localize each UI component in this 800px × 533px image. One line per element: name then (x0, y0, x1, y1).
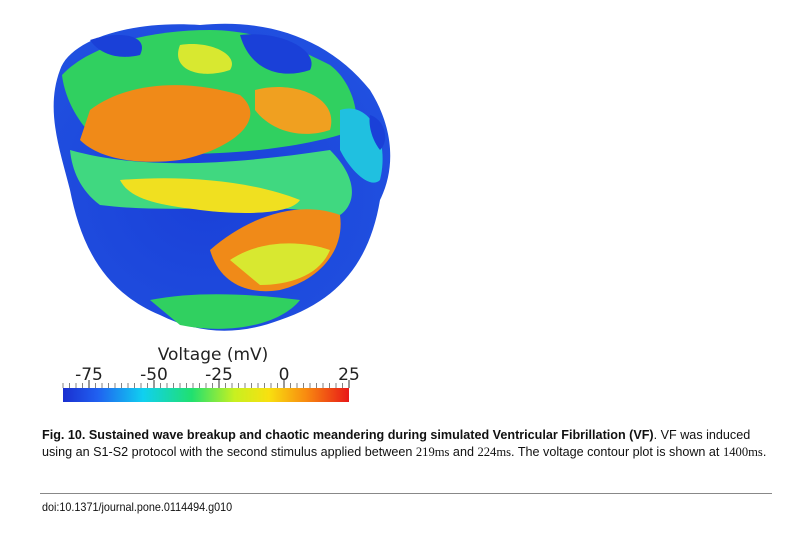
colorbar-title: Voltage (mV) (158, 345, 269, 365)
colorbar-tick-label: -75 (75, 365, 103, 385)
heart-render (53, 23, 391, 331)
caption-text: 1400ms (722, 445, 763, 459)
caption-text: . (762, 445, 767, 459)
caption-title: Fig. 10. Sustained wave breakup and chao… (42, 428, 654, 442)
caption-text: . The voltage contour plot is shown at (511, 445, 723, 459)
colorbar (63, 388, 349, 402)
colorbar-tick-label: -50 (140, 365, 168, 385)
doi: doi:10.1371/journal.pone.0114494.g010 (42, 500, 233, 514)
caption-text: and (449, 445, 478, 459)
caption-text: 224ms (477, 445, 512, 459)
figure: Voltage (mV) -75 -50 -25 0 25 (53, 23, 391, 402)
divider (40, 493, 772, 494)
colorbar-tick-label: 25 (338, 365, 360, 385)
caption-text: 219ms (415, 445, 450, 459)
caption: Fig. 10. Sustained wave breakup and chao… (42, 427, 782, 461)
colorbar-tick-label: -25 (205, 365, 233, 385)
caption-text: . VF was induced using an S1-S2 protocol… (42, 428, 751, 459)
colorbar-tick-label: 0 (279, 365, 290, 385)
